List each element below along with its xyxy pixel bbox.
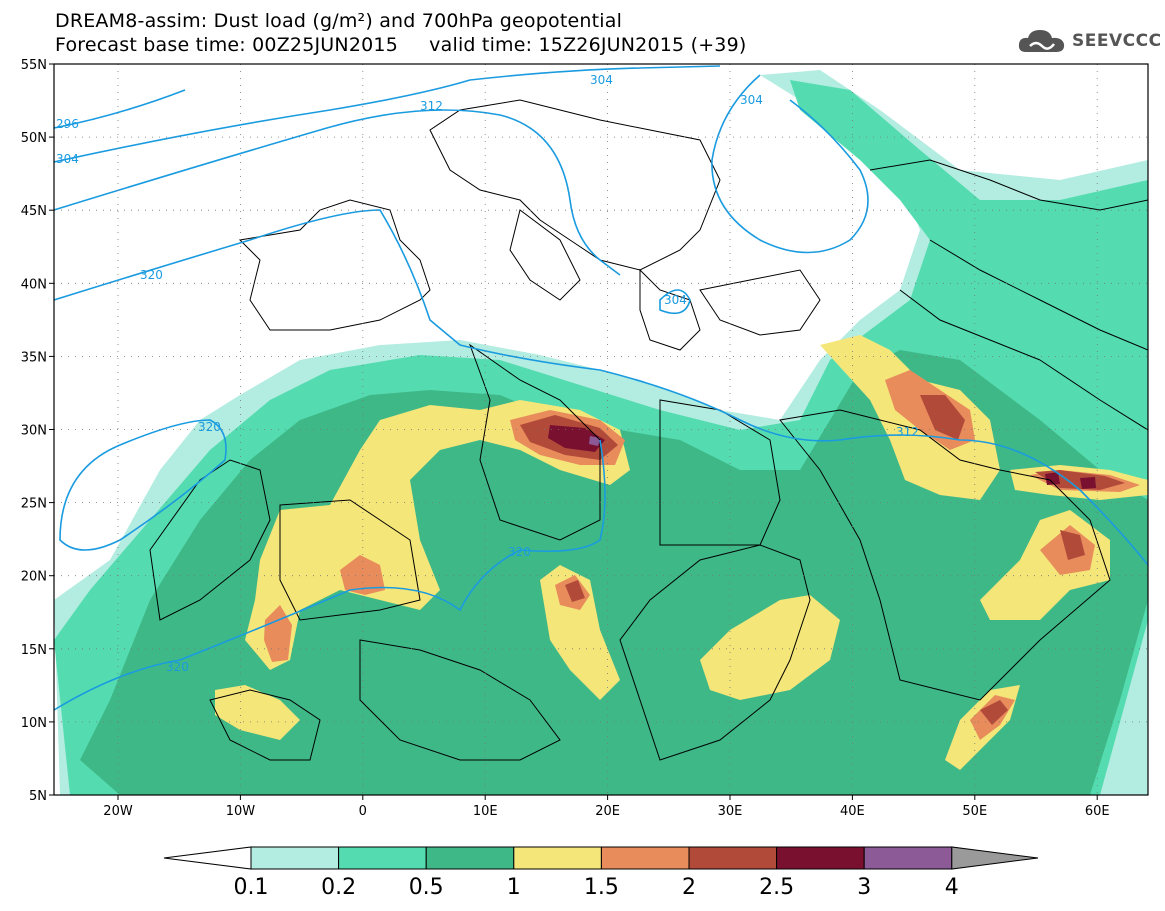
lon-label: 30E	[718, 804, 743, 819]
colorbar-label: 0.2	[321, 875, 356, 900]
graticule	[54, 64, 1148, 795]
lon-label: 0	[359, 804, 367, 819]
contour-label: 304	[740, 93, 763, 107]
contour-label: 320	[508, 545, 531, 559]
colorbar-segment	[600, 846, 690, 870]
colorbar-segment	[863, 846, 953, 870]
dust-band-2f	[565, 580, 585, 602]
lat-label: 20N	[21, 570, 47, 585]
forecast-time-line: Forecast base time: 00Z25JUN2015 valid t…	[55, 34, 747, 56]
dust-band-2.5c	[1080, 477, 1096, 489]
lon-label: 60E	[1085, 804, 1110, 819]
colorbar-max-arrow	[951, 846, 1039, 870]
lon-label: 20W	[103, 804, 133, 819]
colorbar-label: 1	[507, 875, 521, 900]
lat-label: 55N	[21, 58, 47, 73]
lon-label: 20E	[595, 804, 620, 819]
dust-band-2.5b	[1045, 472, 1060, 485]
contour-320-south	[54, 439, 606, 711]
contour-304-east	[711, 74, 869, 254]
latitude-axis: 55N 50N 45N 40N 35N 30N 25N 20N 15N 10N 5N	[21, 58, 54, 804]
lat-label: 30N	[21, 424, 47, 439]
contour-label: 320	[140, 268, 163, 282]
lat-label: 50N	[21, 131, 47, 146]
contour-label: 296	[56, 117, 79, 131]
colorbar-segment	[688, 846, 778, 870]
dust-band-1.5c	[264, 605, 292, 662]
lon-label: 40E	[840, 804, 865, 819]
colorbar-segment	[250, 846, 340, 870]
dust-band-0.5	[80, 350, 1148, 795]
contour-label: 312	[420, 99, 443, 113]
colorbar-segment	[425, 846, 515, 870]
colorbar-label: 3	[857, 875, 871, 900]
dust-band-2b	[920, 395, 965, 440]
colorbar-label: 2.5	[759, 875, 794, 900]
colorbar: 0.1 0.2 0.5 1 1.5 2 2.5 3 4	[163, 846, 1039, 900]
contour-labels: 296 304 312 304 304 320 320 304 312 320 …	[56, 73, 919, 674]
longitude-axis: 20W 10W 0 10E 20E 30E 40E 50E 60E	[103, 795, 1110, 819]
dust-band-2c	[1060, 530, 1085, 560]
lon-label: 10W	[226, 804, 256, 819]
colorbar-segment	[338, 846, 427, 870]
dust-band-3	[589, 436, 600, 446]
seevccc-logo: SEEVCCC	[1016, 26, 1162, 56]
contour-320-east	[659, 289, 691, 315]
colorbar-label: 0.1	[234, 875, 269, 900]
coastlines-borders	[149, 99, 1148, 761]
lat-label: 15N	[21, 643, 47, 658]
contour-label: 320	[166, 660, 189, 674]
lat-label: 25N	[21, 497, 47, 512]
colorbar-min-arrow	[163, 846, 252, 870]
dust-band-2.5a	[548, 425, 605, 452]
colorbar-segment	[513, 846, 602, 870]
colorbar-label: 1.5	[584, 875, 619, 900]
lat-label: 5N	[29, 789, 47, 804]
contour-label: 312	[896, 425, 919, 439]
colorbar-label: 0.5	[409, 875, 444, 900]
contour-320-loop	[59, 419, 227, 551]
contour-label: 304	[56, 152, 79, 166]
dust-band-1c	[700, 595, 840, 700]
dust-band-2e	[980, 700, 1008, 725]
lat-label: 45N	[21, 204, 47, 219]
contour-296	[54, 89, 186, 129]
cloud-logo-icon	[1018, 30, 1065, 52]
colorbar-label: 2	[682, 875, 696, 900]
lon-label: 10E	[473, 804, 498, 819]
contour-304-west	[54, 65, 721, 163]
lat-label: 10N	[21, 716, 47, 731]
lat-label: 35N	[21, 350, 47, 365]
map-title: DREAM8-assim: Dust load (g/m²) and 700hP…	[55, 10, 623, 32]
contour-label: 304	[664, 293, 687, 307]
contour-312-west	[54, 109, 621, 276]
lon-label: 50E	[962, 804, 987, 819]
contour-320-west	[54, 209, 1148, 566]
logo-text: SEEVCCC	[1072, 31, 1162, 51]
geopotential-contours	[54, 65, 1148, 711]
contour-label: 320	[198, 420, 221, 434]
lat-label: 40N	[21, 277, 47, 292]
dust-band-1g	[215, 685, 300, 740]
colorbar-label: 4	[945, 875, 959, 900]
contour-label: 304	[590, 73, 613, 87]
colorbar-segment	[776, 846, 865, 870]
